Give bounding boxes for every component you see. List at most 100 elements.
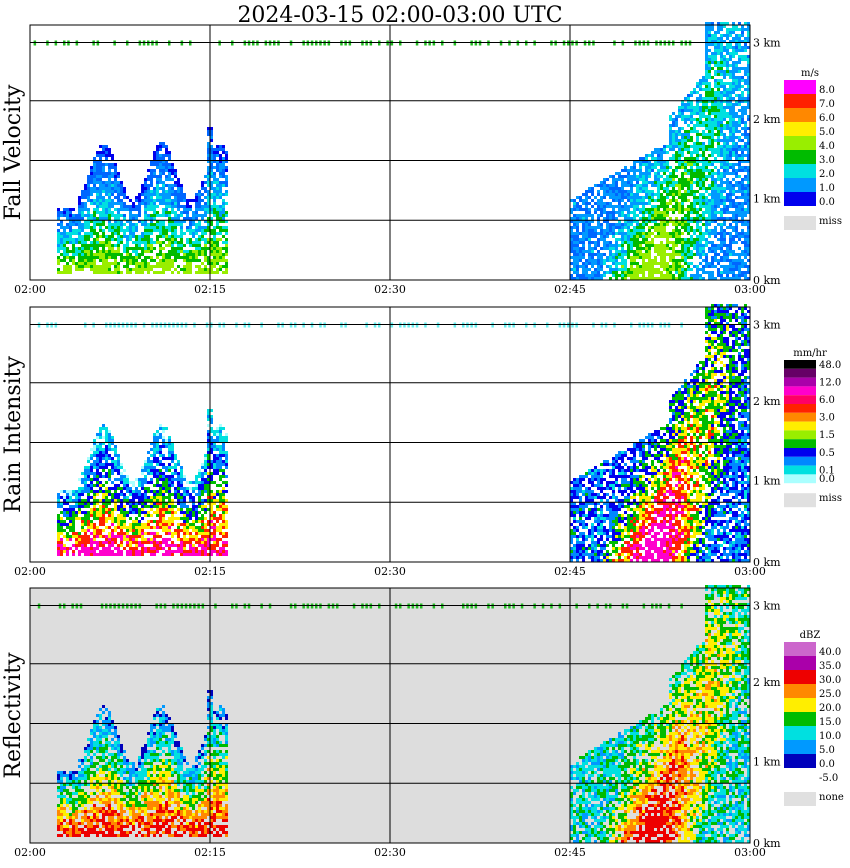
- y-tick-label: 2 km: [753, 113, 781, 126]
- echo-field: [57, 585, 750, 843]
- missing-swatch: [784, 216, 816, 230]
- x-tick-label: 03:00: [734, 846, 766, 859]
- colorbar-swatch: [784, 368, 816, 378]
- colorbar-level-label: 1.0: [819, 183, 835, 194]
- colorbar-swatch: [784, 360, 816, 369]
- colorbar-swatch: [784, 150, 816, 164]
- x-tick-label: 03:00: [734, 283, 766, 296]
- colorbar-swatch: [784, 465, 816, 475]
- y-tick-label: 3 km: [753, 37, 781, 50]
- colorbar-level-label: 0.0: [819, 474, 835, 485]
- colorbar-swatch: [784, 412, 816, 422]
- colorbar-level-label: 40.0: [819, 647, 841, 658]
- colorbar-swatch: [784, 684, 816, 698]
- y-tick-label: 1 km: [753, 756, 781, 769]
- colorbar-level-label: 3.0: [819, 413, 835, 424]
- x-tick-label: 02:30: [374, 283, 406, 296]
- colorbar-swatch: [784, 754, 816, 768]
- x-tick-label: 02:00: [14, 283, 46, 296]
- x-tick-label: 02:00: [14, 565, 46, 578]
- colorbar-swatch: [784, 712, 816, 726]
- colorbar-swatch: [784, 642, 816, 656]
- colorbar-swatch: [784, 448, 816, 457]
- colorbar-level-label: 30.0: [819, 675, 841, 686]
- y-tick-label: 0 km: [753, 274, 781, 287]
- colorbar-swatch: [784, 698, 816, 712]
- colorbar-swatch: [784, 192, 816, 206]
- y-tick-label: 2 km: [753, 676, 781, 689]
- colorbar-level-label: 6.0: [819, 113, 835, 124]
- x-tick-label: 02:45: [554, 846, 586, 859]
- colorbar-level-label: 2.0: [819, 169, 835, 180]
- colorbar-unit: dBZ: [800, 630, 821, 641]
- colorbar-unit: mm/hr: [793, 348, 827, 359]
- colorbar-swatch: [784, 80, 816, 94]
- colorbar-level-label: 10.0: [819, 731, 841, 742]
- colorbar-level-label: 4.0: [819, 141, 835, 152]
- colorbar-swatch: [784, 395, 816, 404]
- colorbar-level-label: 48.0: [819, 360, 841, 371]
- colorbar-level-label: 0.0: [819, 759, 835, 770]
- colorbar-swatch: [784, 474, 816, 484]
- colorbar-unit: m/s: [801, 68, 819, 79]
- gridlines: [30, 588, 750, 843]
- colorbar-level-label: 0.5: [819, 448, 835, 459]
- colorbar-level-label: -5.0: [819, 773, 838, 784]
- y-tick-label: 1 km: [753, 475, 781, 488]
- colorbar-level-label: 8.0: [819, 85, 835, 96]
- panel-reflectivity: Reflectivity 02:00 02:15 02:30 02:45 03:000 k…: [1, 585, 844, 859]
- colorbar-level-label: 0.1: [819, 465, 835, 476]
- colorbar-level-label: 15.0: [819, 717, 841, 728]
- colorbar-level-label: 35.0: [819, 661, 841, 672]
- colorbar-swatch: [784, 456, 816, 466]
- echo-field: [57, 304, 750, 562]
- y-axis-label: Fall Velocity: [1, 84, 26, 220]
- y-tick-label: 0 km: [753, 837, 781, 850]
- colorbar-swatch: [784, 740, 816, 754]
- colorbar-swatch: [784, 164, 816, 178]
- x-tick-label: 02:30: [374, 846, 406, 859]
- colorbar-swatch: [784, 430, 816, 440]
- colorbar-swatch: [784, 122, 816, 136]
- colorbar-level-label: 25.0: [819, 689, 841, 700]
- colorbar-level-label: 1.5: [819, 430, 835, 441]
- colorbar-swatch: [784, 178, 816, 192]
- y-tick-label: 3 km: [753, 600, 781, 613]
- x-tick-label: 02:15: [194, 846, 226, 859]
- colorbar-swatch: [784, 421, 816, 431]
- colorbar-swatch: [784, 404, 816, 413]
- y-axis-label: Rain Intensity: [1, 355, 26, 512]
- x-tick-label: 02:15: [194, 565, 226, 578]
- colorbar: m/s8.0 7.0 6.0 5.0 4.0 3.0 2.0 1.0 0.0 miss: [784, 68, 842, 230]
- missing-label: miss: [819, 216, 842, 227]
- x-tick-label: 02:15: [194, 283, 226, 296]
- colorbar-swatch: [784, 136, 816, 150]
- y-axis-label: Reflectivity: [1, 652, 26, 779]
- colorbar-level-label: 12.0: [819, 377, 841, 388]
- colorbar-swatch: [784, 726, 816, 740]
- y-tick-label: 1 km: [753, 193, 781, 206]
- missing-label: none: [819, 792, 844, 803]
- x-tick-label: 02:00: [14, 846, 46, 859]
- x-tick-label: 02:30: [374, 565, 406, 578]
- echo-field: [57, 22, 750, 280]
- y-tick-label: 2 km: [753, 395, 781, 408]
- colorbar-level-label: 5.0: [819, 127, 835, 138]
- colorbar-swatch: [784, 768, 816, 782]
- colorbar-swatch: [784, 94, 816, 108]
- missing-swatch: [784, 792, 816, 806]
- colorbar-swatch: [784, 108, 816, 122]
- colorbar-level-label: 5.0: [819, 745, 835, 756]
- missing-label: miss: [819, 493, 842, 504]
- chart-title: 2024-03-15 02:00-03:00 UTC: [237, 3, 562, 28]
- y-tick-label: 0 km: [753, 556, 781, 569]
- gridlines: [30, 307, 750, 562]
- colorbar: dBZ 40.0 35.0 30.0 25.0 20.0 15.0 10.0 5.0 0.0 -5.…: [784, 630, 844, 806]
- plot-frame: [29, 587, 751, 844]
- x-tick-label: 03:00: [734, 565, 766, 578]
- plot-frame: [29, 24, 751, 281]
